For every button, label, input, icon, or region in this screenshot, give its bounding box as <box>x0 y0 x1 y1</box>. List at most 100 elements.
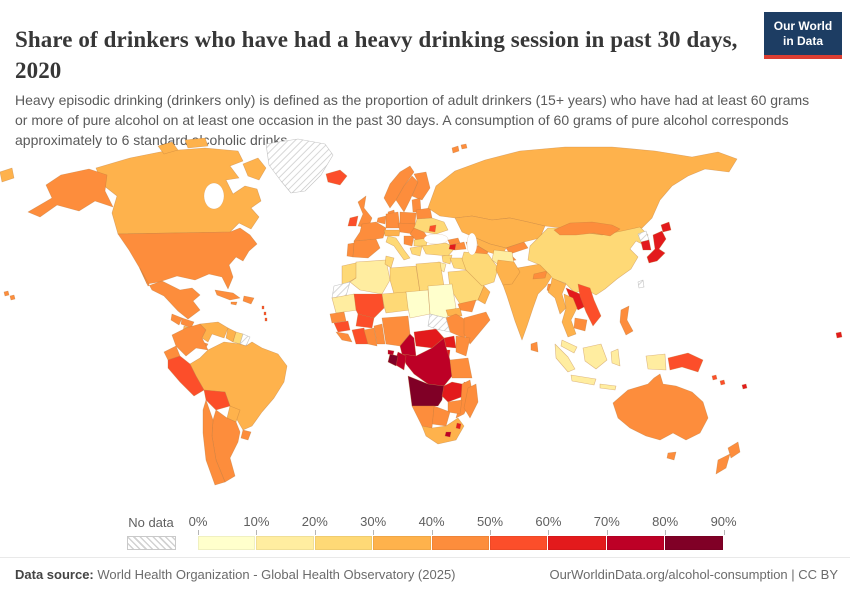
country-japan-honshu[interactable]: Japan <box>646 230 667 264</box>
country-taiwan[interactable]: Taiwan <box>637 279 645 289</box>
country-spain[interactable]: Spain <box>352 238 381 259</box>
country-finland[interactable]: Finland <box>411 171 431 201</box>
country-canada[interactable]: Canada <box>95 147 262 235</box>
country-cameroon[interactable]: Cameroon <box>399 333 417 357</box>
country-azerbaijan[interactable]: Azerbaijan <box>454 241 467 251</box>
country-lesser-antilles[interactable]: Lesser Antilles <box>261 305 268 322</box>
country-guatemala[interactable]: Guatemala <box>170 313 183 326</box>
country-alaska[interactable]: United States <box>27 168 114 218</box>
country-iran[interactable]: Iran <box>461 251 499 287</box>
country-italy[interactable]: Italy <box>385 235 411 261</box>
country-tanzania[interactable]: Tanzania <box>449 357 473 379</box>
country-niger[interactable]: Niger <box>381 291 411 314</box>
country-cuba[interactable]: Cuba <box>214 289 241 301</box>
country-kenya[interactable]: Kenya <box>455 335 471 357</box>
country-moldova[interactable]: Moldova <box>428 224 437 233</box>
license-link[interactable]: OurWorldinData.org/alcohol-consumption |… <box>549 567 838 582</box>
country-balkans[interactable]: Serbia / Balkans <box>403 235 415 247</box>
country-greenland[interactable]: Greenland <box>265 138 334 194</box>
country-nepal[interactable]: Nepal <box>532 270 548 280</box>
country-namibia[interactable]: Namibia <box>411 405 435 429</box>
country-fiji[interactable]: Fiji <box>741 331 843 390</box>
country-norway[interactable]: Norway <box>383 165 415 209</box>
legend-bin-10-20%[interactable] <box>256 536 314 550</box>
country-russia-wrap[interactable]: Russia <box>0 167 15 183</box>
country-thailand[interactable]: Thailand <box>561 293 578 338</box>
country-canada-arctic2[interactable]: Canada <box>184 138 209 149</box>
country-botswana[interactable]: Botswana <box>431 405 451 427</box>
country-chile[interactable]: Chile <box>202 399 226 486</box>
country-gabon[interactable]: Gabon <box>387 353 399 367</box>
country-somalia[interactable]: Somalia <box>463 311 491 345</box>
country-sulawesi[interactable]: Indonesia <box>610 348 621 367</box>
country-uruguay[interactable]: Uruguay <box>240 429 252 441</box>
country-eswatini[interactable]: Eswatini <box>455 422 462 430</box>
legend-bin-50-60%[interactable] <box>489 536 548 550</box>
country-turkey[interactable]: Turkey <box>421 242 456 257</box>
country-pakistan[interactable]: Pakistan <box>495 259 521 286</box>
legend-bin-60-70%[interactable] <box>548 536 606 550</box>
country-zambia[interactable]: Zambia <box>441 381 465 403</box>
country-guinea[interactable]: Guinea <box>333 320 351 333</box>
legend-bin-80-90%[interactable] <box>665 536 723 550</box>
country-usa[interactable]: United States <box>117 227 258 290</box>
owid-logo[interactable]: Our World in Data <box>764 12 842 59</box>
country-australia[interactable]: Australia <box>612 373 709 441</box>
country-belarus[interactable]: Belarus <box>415 207 433 220</box>
country-equatorial-guinea[interactable]: Equatorial Guinea <box>387 349 395 356</box>
legend-bin-20-30%[interactable] <box>314 536 373 550</box>
country-vietnam[interactable]: Vietnam <box>577 283 602 327</box>
country-canada-arctic3[interactable]: Canada <box>242 157 267 181</box>
legend-bin-30-40%[interactable] <box>373 536 431 550</box>
country-venezuela[interactable]: Venezuela <box>199 321 229 343</box>
country-syria[interactable]: Syria <box>441 254 453 265</box>
country-sri-lanka[interactable]: Sri Lanka <box>530 341 539 353</box>
country-lesotho[interactable]: Lesotho <box>444 431 452 438</box>
country-nz-south[interactable]: New Zealand <box>715 453 731 475</box>
country-svalbard[interactable]: Norway <box>451 143 468 154</box>
country-borneo[interactable]: Indonesia <box>582 343 608 370</box>
country-japan-hokkaido[interactable]: Japan <box>660 221 672 233</box>
country-algeria[interactable]: Algeria <box>349 259 391 295</box>
country-south-sudan[interactable]: South Sudan <box>427 313 451 333</box>
country-hispaniola[interactable]: Haiti / Dominican Republic <box>242 295 255 305</box>
country-madagascar[interactable]: Madagascar <box>463 383 479 419</box>
country-ghana[interactable]: Ghana <box>363 327 378 347</box>
country-west-papua[interactable]: Indonesia <box>645 353 667 371</box>
country-greece[interactable]: Greece <box>409 245 423 257</box>
legend-bin-40-50%[interactable] <box>431 536 489 550</box>
country-south-africa[interactable]: South Africa <box>421 417 465 445</box>
legend-no-data-swatch[interactable] <box>127 536 176 550</box>
country-malaysia[interactable]: Malaysia <box>560 339 578 354</box>
country-iceland[interactable]: Iceland <box>325 169 348 186</box>
country-mongolia[interactable]: Mongolia <box>553 221 621 237</box>
country-hawaii[interactable]: United States <box>3 290 16 301</box>
country-sierra-leone-liberia[interactable]: Sierra Leone / Liberia <box>335 331 353 343</box>
country-zimbabwe[interactable]: Zimbabwe <box>447 399 463 415</box>
legend-bin-0-10%[interactable] <box>198 536 256 550</box>
country-canada-arctic1[interactable]: Canada <box>157 141 179 155</box>
country-south-korea[interactable]: South Korea <box>640 239 652 251</box>
country-oman[interactable]: Oman <box>477 285 491 305</box>
country-cambodia[interactable]: Cambodia <box>573 317 588 332</box>
country-philippines[interactable]: Philippines <box>619 305 634 336</box>
country-chad[interactable]: Chad <box>405 289 431 319</box>
country-png[interactable]: Papua New Guinea <box>667 352 704 373</box>
country-jamaica[interactable]: Jamaica <box>230 301 238 306</box>
country-ireland[interactable]: Ireland <box>347 215 359 227</box>
country-colombia[interactable]: Colombia <box>171 323 209 357</box>
country-germany[interactable]: Germany <box>385 211 401 229</box>
country-java[interactable]: Indonesia <box>570 374 597 386</box>
country-bolivia[interactable]: Bolivia <box>203 389 231 411</box>
country-togo-benin[interactable]: Togo / Benin <box>373 323 386 345</box>
country-libya[interactable]: Libya <box>389 265 421 295</box>
legend-bin-70-80%[interactable] <box>606 536 665 550</box>
country-benelux[interactable]: Belgium / Netherlands <box>376 215 387 225</box>
country-myanmar[interactable]: Myanmar <box>547 277 567 315</box>
country-sumatra[interactable]: Indonesia <box>554 343 576 373</box>
country-solomon[interactable]: Solomon Islands <box>711 374 726 386</box>
country-tasmania[interactable]: Australia <box>666 451 677 461</box>
country-lesser-sunda[interactable]: Indonesia <box>599 383 617 391</box>
country-switzerland-austria[interactable]: Switzerland / Austria <box>383 229 401 237</box>
country-poland[interactable]: Poland <box>399 211 417 225</box>
